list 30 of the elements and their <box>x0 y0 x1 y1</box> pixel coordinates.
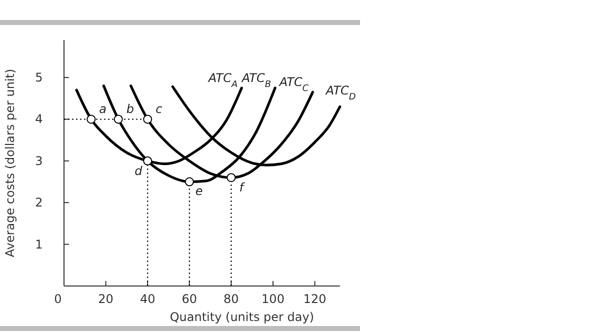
y-tick-label: 3 <box>35 154 43 168</box>
annotation: e <box>195 184 203 198</box>
point <box>86 114 96 124</box>
x-tick-label: 60 <box>182 292 198 306</box>
x-tick-label: 100 <box>262 292 284 306</box>
annotation: c <box>156 102 163 116</box>
x-tick-label: 0 <box>54 292 62 306</box>
point <box>143 156 152 166</box>
point <box>143 114 152 124</box>
x-tick-label: 120 <box>303 292 326 306</box>
annotation: b <box>126 102 134 116</box>
y-tick-label: 4 <box>35 112 43 126</box>
point <box>226 173 236 182</box>
point <box>184 177 194 186</box>
y-tick-label: 5 <box>35 70 43 85</box>
x-tick-label: 40 <box>140 292 156 306</box>
x-axis-title: Quantity (units per day) <box>170 310 314 324</box>
x-tick-label: 20 <box>98 292 114 306</box>
series-label: ATC$_{A}$ <box>207 70 238 90</box>
series-label: ATC$_{B}$ <box>240 70 272 90</box>
annotation: d <box>134 164 143 178</box>
annotation: a <box>99 102 107 116</box>
point <box>114 114 123 124</box>
annotation: f <box>239 180 246 195</box>
y-axis-title: Average costs (dollars per unit) <box>3 68 17 258</box>
series-label: ATC$_{D}$ <box>324 84 356 103</box>
y-tick-label: 1 <box>35 237 43 252</box>
series-label: ATC$_{C}$ <box>278 75 310 94</box>
x-tick-label: 80 <box>224 292 239 306</box>
y-tick-label: 2 <box>35 196 43 210</box>
